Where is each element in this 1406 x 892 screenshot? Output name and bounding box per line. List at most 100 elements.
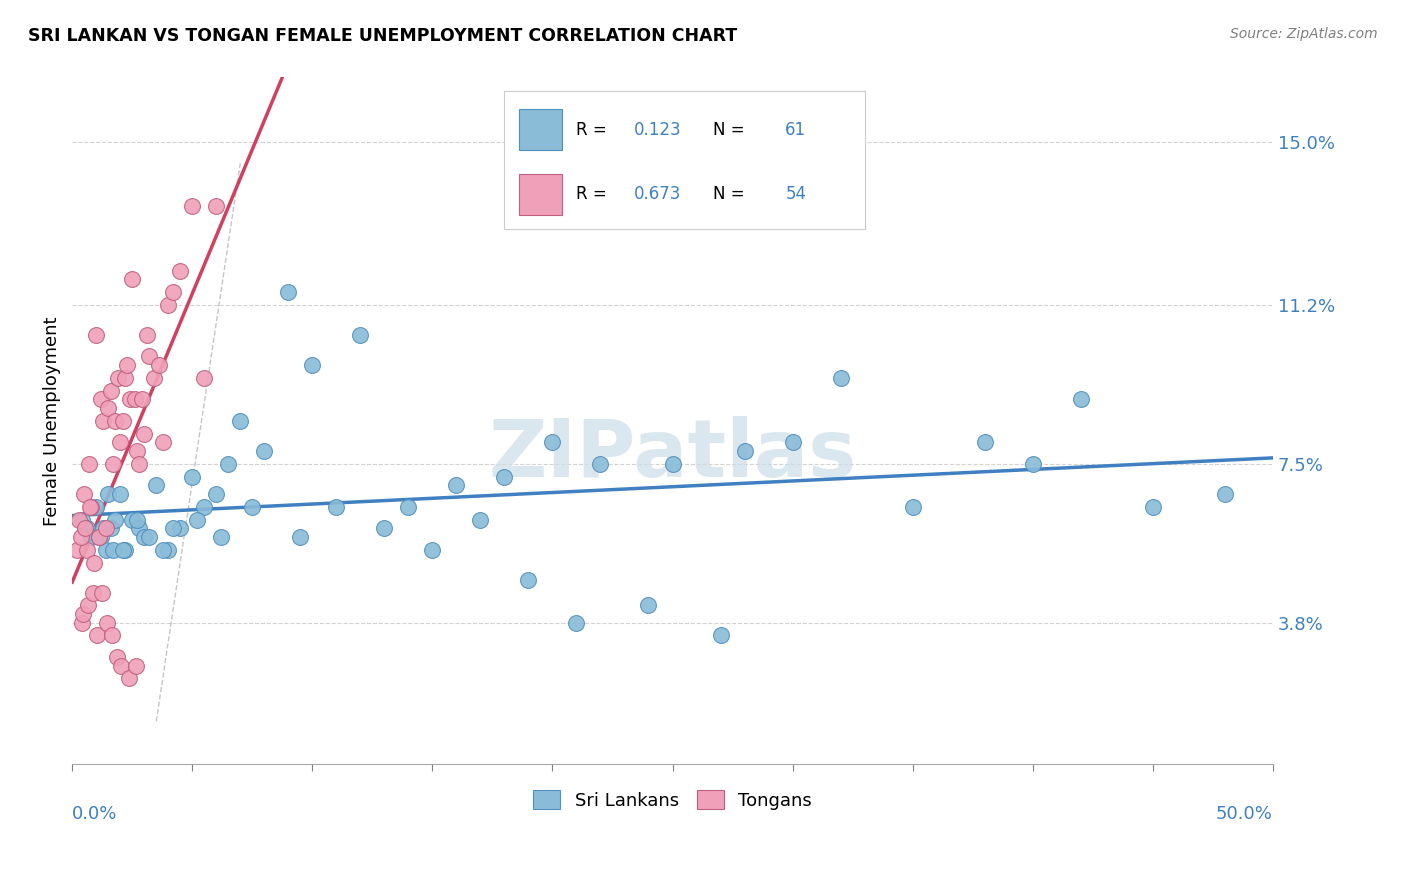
Point: [517, 573, 540, 587]
Point: [193, 500, 215, 514]
Point: [152, 435, 174, 450]
Point: [422, 542, 444, 557]
Point: [125, 658, 148, 673]
Point: [72, 607, 94, 621]
Point: [121, 272, 143, 286]
Point: [1070, 392, 1092, 407]
Point: [83, 556, 105, 570]
Point: [186, 512, 208, 526]
Point: [152, 542, 174, 557]
Point: [229, 414, 252, 428]
Point: [118, 672, 141, 686]
Point: [105, 649, 128, 664]
Point: [94, 542, 117, 557]
Point: [91, 585, 114, 599]
Point: [101, 542, 124, 557]
Point: [205, 487, 228, 501]
Point: [162, 521, 184, 535]
Point: [101, 457, 124, 471]
Point: [128, 521, 150, 535]
Point: [349, 328, 371, 343]
Point: [169, 263, 191, 277]
Point: [114, 542, 136, 557]
Point: [134, 426, 156, 441]
Point: [67, 512, 90, 526]
Point: [100, 521, 122, 535]
Point: [181, 469, 204, 483]
Point: [87, 530, 110, 544]
Point: [830, 371, 852, 385]
Point: [138, 530, 160, 544]
Point: [75, 521, 97, 535]
Point: [131, 392, 153, 407]
Point: [709, 628, 731, 642]
Point: [114, 371, 136, 385]
Point: [69, 530, 91, 544]
Point: [169, 521, 191, 535]
Point: [94, 521, 117, 535]
Point: [142, 371, 165, 385]
Point: [217, 457, 239, 471]
Point: [97, 401, 120, 415]
Point: [104, 414, 127, 428]
Point: [125, 443, 148, 458]
Point: [541, 435, 564, 450]
Point: [70, 615, 93, 630]
Point: [110, 658, 132, 673]
Point: [277, 285, 299, 299]
Point: [145, 478, 167, 492]
Text: 0.0%: 0.0%: [72, 805, 118, 823]
Point: [661, 457, 683, 471]
Point: [157, 298, 180, 312]
Point: [73, 487, 96, 501]
Point: [290, 530, 312, 544]
Point: [494, 469, 516, 483]
Point: [87, 530, 110, 544]
Point: [253, 443, 276, 458]
Point: [76, 521, 98, 535]
Point: [96, 615, 118, 630]
Point: [121, 512, 143, 526]
Point: [100, 384, 122, 398]
Point: [111, 542, 134, 557]
Point: [97, 487, 120, 501]
Point: [90, 392, 112, 407]
Point: [901, 500, 924, 514]
Point: [301, 358, 323, 372]
Point: [446, 478, 468, 492]
Point: [124, 392, 146, 407]
Point: [782, 435, 804, 450]
Point: [128, 457, 150, 471]
Point: [181, 199, 204, 213]
Point: [240, 500, 263, 514]
Point: [589, 457, 612, 471]
Point: [79, 500, 101, 514]
Point: [84, 328, 107, 343]
Point: [117, 358, 139, 372]
Point: [205, 199, 228, 213]
Point: [637, 599, 659, 613]
Point: [110, 487, 132, 501]
Point: [66, 542, 89, 557]
Point: [396, 500, 419, 514]
Point: [138, 350, 160, 364]
Y-axis label: Female Unemployment: Female Unemployment: [44, 316, 60, 525]
Point: [76, 599, 98, 613]
Text: ZIPatlas: ZIPatlas: [488, 417, 856, 494]
Point: [157, 542, 180, 557]
Point: [134, 530, 156, 544]
Point: [93, 521, 115, 535]
Text: Source: ZipAtlas.com: Source: ZipAtlas.com: [1230, 27, 1378, 41]
Point: [135, 328, 157, 343]
Point: [82, 585, 104, 599]
Point: [734, 443, 756, 458]
Point: [76, 542, 98, 557]
Point: [118, 392, 141, 407]
Point: [77, 457, 100, 471]
Point: [125, 512, 148, 526]
Point: [325, 500, 347, 514]
Point: [101, 628, 124, 642]
Point: [373, 521, 395, 535]
Point: [107, 371, 129, 385]
Point: [80, 500, 103, 514]
